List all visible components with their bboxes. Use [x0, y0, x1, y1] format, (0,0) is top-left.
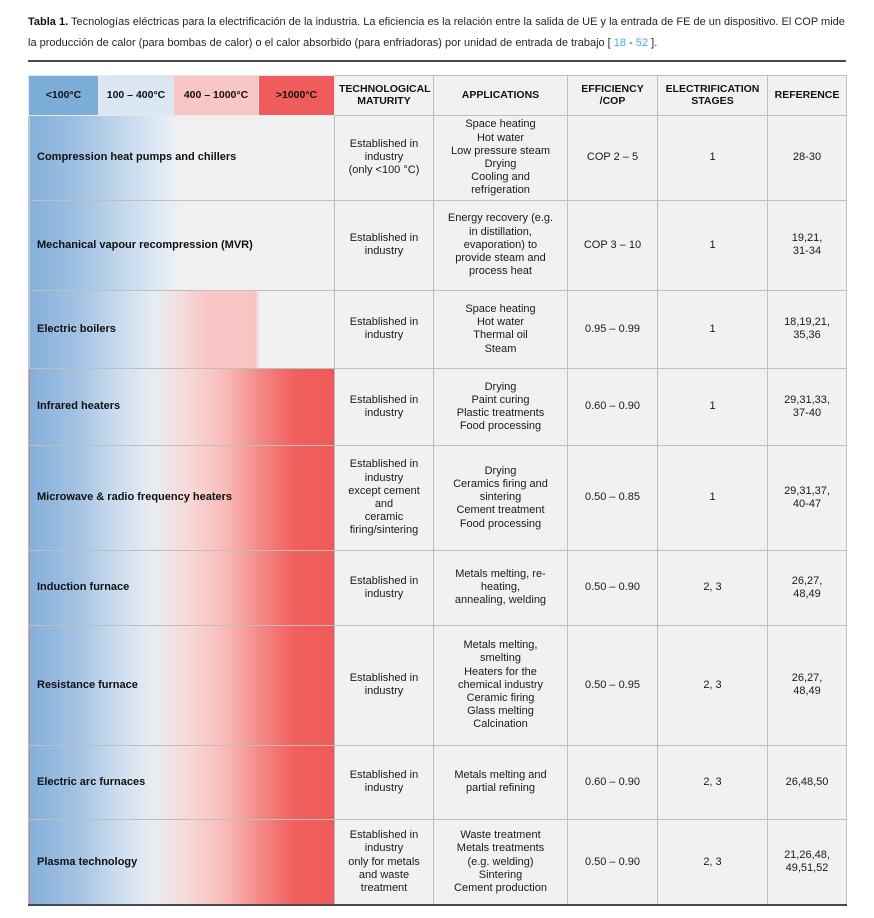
reference-cell: 29,31,37, 40-47 — [767, 444, 847, 551]
applications-cell: Space heating Hot water Thermal oil Stea… — [433, 289, 568, 369]
efficiency-cell: COP 2 – 5 — [567, 114, 658, 201]
applications-cell: Metals melting, smelting Heaters for the… — [433, 624, 568, 746]
temp-header-400-1000: 400 – 1000°C — [173, 74, 259, 116]
applications-cell: Drying Paint curing Plastic treatments F… — [433, 367, 568, 446]
temp-header-gt1000: >1000°C — [258, 74, 335, 116]
col-header-stages: ELECTRIFICATION STAGES — [657, 74, 768, 116]
table-row: Mechanical vapour recompression (MVR) Es… — [28, 199, 847, 291]
efficiency-cell: 0.95 – 0.99 — [567, 289, 658, 369]
table-row: Infrared heaters Established in industry… — [28, 367, 847, 446]
maturity-cell: Established in industry except cement an… — [334, 444, 434, 551]
table-row: Compression heat pumps and chillers Esta… — [28, 114, 847, 201]
col-header-applications: APPLICATIONS — [433, 74, 568, 116]
tech-name-cell: Electric boilers — [28, 289, 335, 369]
caption-divider-rule — [28, 59, 846, 62]
applications-cell: Energy recovery (e.g. in distillation, e… — [433, 199, 568, 291]
applications-cell: Metals melting and partial refining — [433, 744, 568, 820]
tech-name-cell: Plasma technology — [28, 818, 335, 906]
stages-cell: 1 — [657, 114, 768, 201]
table-caption: Tabla 1. Tecnologías eléctricas para la … — [28, 12, 846, 55]
reference-cell: 26,48,50 — [767, 744, 847, 820]
maturity-cell: Established in industry — [334, 744, 434, 820]
reference-cell: 26,27, 48,49 — [767, 624, 847, 746]
reference-cell: 21,26,48, 49,51,52 — [767, 818, 847, 906]
applications-cell: Space heating Hot water Low pressure ste… — [433, 114, 568, 201]
stages-cell: 2, 3 — [657, 818, 768, 906]
stages-cell: 1 — [657, 367, 768, 446]
stages-cell: 2, 3 — [657, 624, 768, 746]
efficiency-cell: 0.50 – 0.90 — [567, 549, 658, 626]
reference-link-18[interactable]: 18 — [613, 37, 627, 50]
col-header-maturity: TECHNOLOGICAL MATURITY — [334, 74, 434, 116]
applications-cell: Drying Ceramics firing and sintering Cem… — [433, 444, 568, 551]
caption-text-end: ]. — [648, 37, 658, 50]
maturity-cell: Established in industry only for metals … — [334, 818, 434, 906]
maturity-cell: Established in industry — [334, 549, 434, 626]
table-row: Microwave & radio frequency heaters Esta… — [28, 444, 847, 551]
maturity-cell: Established in industry (only <100 °C) — [334, 114, 434, 201]
applications-cell: Metals melting, re- heating, annealing, … — [433, 549, 568, 626]
table-row: Electric boilers Established in industry… — [28, 289, 847, 369]
efficiency-cell: 0.50 – 0.95 — [567, 624, 658, 746]
maturity-cell: Established in industry — [334, 289, 434, 369]
applications-cell: Waste treatment Metals treatments (e.g. … — [433, 818, 568, 906]
maturity-cell: Established in industry — [334, 624, 434, 746]
efficiency-cell: 0.50 – 0.90 — [567, 818, 658, 906]
stages-cell: 1 — [657, 444, 768, 551]
col-header-reference: REFERENCE — [767, 74, 847, 116]
tech-name-cell: Mechanical vapour recompression (MVR) — [28, 199, 335, 291]
maturity-cell: Established in industry — [334, 199, 434, 291]
table-row: Plasma technology Established in industr… — [28, 818, 847, 906]
efficiency-cell: 0.60 – 0.90 — [567, 744, 658, 820]
reference-cell: 19,21, 31-34 — [767, 199, 847, 291]
reference-cell: 28-30 — [767, 114, 847, 201]
tech-name-cell: Infrared heaters — [28, 367, 335, 446]
stages-cell: 2, 3 — [657, 744, 768, 820]
col-header-efficiency: EFFICIENCY /COP — [567, 74, 658, 116]
stages-cell: 2, 3 — [657, 549, 768, 626]
header-row: <100°C 100 – 400°C 400 – 1000°C >1000°C … — [28, 74, 847, 116]
table-row: Resistance furnace Established in indust… — [28, 624, 847, 746]
table-row: Induction furnace Established in industr… — [28, 549, 847, 626]
caption-text: Tecnologías eléctricas para la electrifi… — [28, 16, 845, 50]
tech-name-cell: Microwave & radio frequency heaters — [28, 444, 335, 551]
efficiency-cell: 0.60 – 0.90 — [567, 367, 658, 446]
caption-label: Tabla 1. — [28, 16, 69, 28]
efficiency-cell: COP 3 – 10 — [567, 199, 658, 291]
tech-name-cell: Induction furnace — [28, 549, 335, 626]
temp-header-100-400: 100 – 400°C — [98, 74, 174, 116]
tech-name-cell: Resistance furnace — [28, 624, 335, 746]
efficiency-cell: 0.50 – 0.85 — [567, 444, 658, 551]
tech-name-cell: Electric arc furnaces — [28, 744, 335, 820]
technologies-table: <100°C 100 – 400°C 400 – 1000°C >1000°C … — [28, 74, 847, 907]
reference-link-52[interactable]: 52 — [635, 37, 649, 50]
tech-name-cell: Compression heat pumps and chillers — [28, 114, 335, 201]
stages-cell: 1 — [657, 289, 768, 369]
reference-cell: 26,27, 48,49 — [767, 549, 847, 626]
temp-header-lt100: <100°C — [28, 74, 99, 116]
maturity-cell: Established in industry — [334, 367, 434, 446]
stages-cell: 1 — [657, 199, 768, 291]
table-row: Electric arc furnaces Established in ind… — [28, 744, 847, 820]
caption-link-separator: - — [626, 37, 636, 50]
reference-cell: 18,19,21, 35,36 — [767, 289, 847, 369]
reference-cell: 29,31,33, 37-40 — [767, 367, 847, 446]
